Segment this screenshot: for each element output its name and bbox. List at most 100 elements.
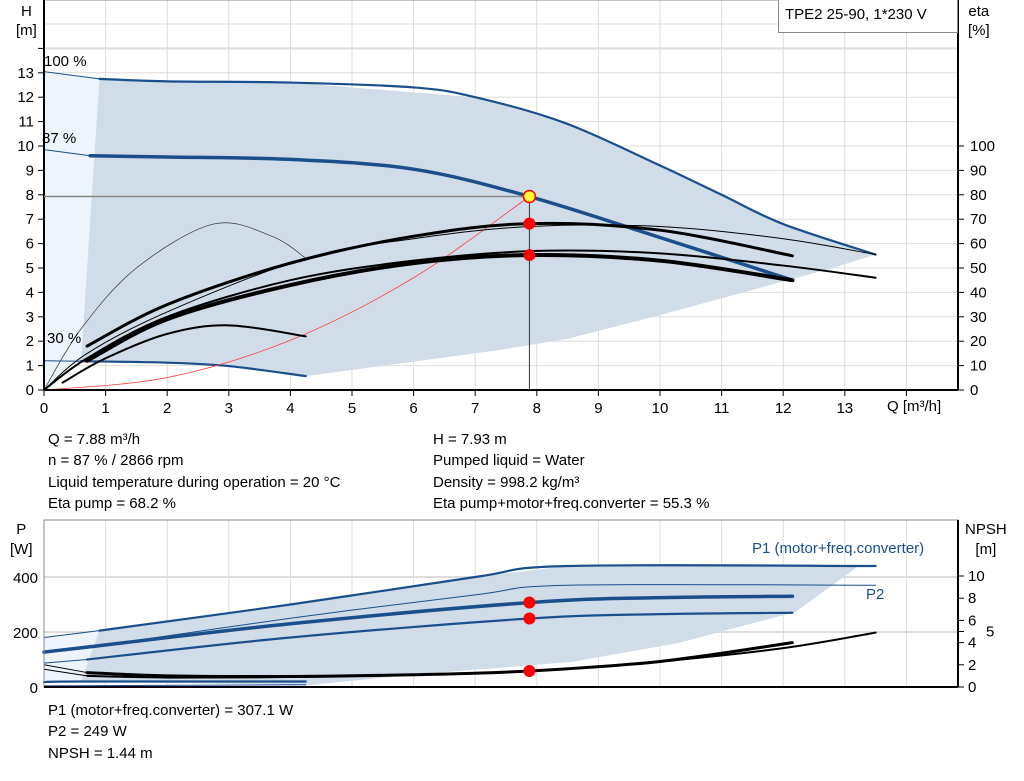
readout-p1: P1 (motor+freq.converter) = 307.1 W <box>48 702 294 719</box>
readout-p2: P2 = 249 W <box>48 723 127 740</box>
operating-range <box>44 71 876 686</box>
readout-temp: Liquid temperature during operation = 20… <box>48 474 341 491</box>
chart-title-box: TPE2 25-90, 1*230 V <box>778 0 958 33</box>
readout-eta-pump: Eta pump = 68.2 % <box>48 495 176 512</box>
series-1-1-p-curve <box>98 564 877 632</box>
q-tick-label: 13 <box>836 400 853 417</box>
series-1-4-p-curve <box>43 659 88 664</box>
series-1-7-p-curve <box>43 684 307 687</box>
q-tick-label: 0 <box>40 400 48 417</box>
series-1-3-p-curve <box>42 594 795 654</box>
h-tick-label: 6 <box>26 236 34 253</box>
eta-total-marker <box>523 249 536 262</box>
p-tick-label: 200 <box>13 625 38 642</box>
npsh-tick-label: 8 <box>968 590 976 607</box>
legend-p2: P2 <box>866 586 885 603</box>
q-tick-label: 8 <box>533 400 541 417</box>
readout-n: n = 87 % / 2866 rpm <box>48 452 184 469</box>
axis-label-npsh-unit: [m] <box>975 541 997 558</box>
readout-q: Q = 7.88 m³/h <box>48 431 141 448</box>
q-tick-label: 11 <box>714 400 730 417</box>
axis-label-h: H [m] <box>16 2 37 40</box>
series-0-8-eta-curve <box>43 224 877 391</box>
legend-p1: P1 (motor+freq.converter) <box>752 540 925 557</box>
operating-range-light <box>44 630 100 683</box>
eta-tick-label: 50 <box>970 260 987 277</box>
axis-label-p-unit: [W] <box>10 541 33 558</box>
eta-tick-label: 90 <box>970 162 987 179</box>
curves <box>42 71 877 687</box>
axis-label-eta: eta [%] <box>968 2 990 40</box>
h-tick-label: 0 <box>26 382 34 399</box>
h-tick-label: 7 <box>26 211 34 228</box>
eta-tick-label: 60 <box>970 236 987 253</box>
npsh-tick-label: 6 <box>968 612 976 629</box>
duty-point-marker <box>522 189 537 204</box>
eta-tick-label: 10 <box>970 358 987 375</box>
h-tick-label: 3 <box>26 309 34 326</box>
eta-tick-label: 80 <box>970 187 987 204</box>
npsh-marker <box>523 665 536 678</box>
eta-tick-label: 100 <box>970 138 995 155</box>
series-0-5-h-curve <box>79 360 307 378</box>
h-tick-label: 9 <box>26 162 34 179</box>
npsh-tick-label: 2 <box>968 657 976 674</box>
series-0-0-h-curve <box>43 71 100 80</box>
q-tick-label: 7 <box>471 400 479 417</box>
npsh-tick-label: 5 <box>986 624 994 641</box>
axis-label-h-name: H <box>21 3 32 20</box>
series-0-6-h-curve <box>43 196 530 391</box>
eta-tick-label: 40 <box>970 284 987 301</box>
readout-liquid: Pumped liquid = Water <box>433 452 585 469</box>
axis-label-p: P [W] <box>10 520 33 560</box>
readout-h: H = 7.93 m <box>433 431 507 448</box>
series-0-10-eta-curve <box>43 249 877 391</box>
axis-label-npsh-name: NPSH <box>965 521 1007 538</box>
npsh-tick-label: 0 <box>968 679 976 696</box>
operating-range-area <box>80 564 861 686</box>
series-1-0-p-curve <box>43 630 100 638</box>
series-0-1-h-curve <box>98 77 877 256</box>
speed-label-100: 100 % <box>44 53 87 70</box>
readout-npsh: NPSH = 1.44 m <box>48 745 153 762</box>
eta-pump-marker <box>523 217 536 230</box>
q-tick-label: 2 <box>163 400 171 417</box>
h-tick-label: 8 <box>26 187 34 204</box>
h-tick-label: 5 <box>26 260 34 277</box>
series-1-11-npsh-curve <box>86 631 877 679</box>
series-1-8-npsh-curve <box>43 664 88 674</box>
q-tick-label: 12 <box>775 400 792 417</box>
h-tick-label: 2 <box>26 333 34 350</box>
q-tick-label: 9 <box>594 400 602 417</box>
axis-label-eta-name: eta <box>968 3 990 20</box>
q-tick-label: 4 <box>286 400 294 417</box>
series-0-3-h-curve <box>88 154 795 282</box>
axis-label-npsh: NPSH [m] <box>965 520 1007 560</box>
q-tick-label: 6 <box>409 400 417 417</box>
series-0-7-eta-curve <box>43 222 307 391</box>
axis-label-eta-unit: [%] <box>968 22 990 39</box>
axis-label-h-unit: [m] <box>16 22 37 39</box>
series-0-2-h-curve <box>43 149 91 157</box>
q-tick-label: 3 <box>225 400 233 417</box>
h-tick-label: 13 <box>17 65 34 82</box>
p1-marker <box>523 596 536 609</box>
q-tick-label: 10 <box>652 400 669 417</box>
h-tick-label: 4 <box>26 284 34 301</box>
duty-point-markers <box>44 189 537 678</box>
speed-label-87: 87 % <box>42 130 77 147</box>
readout-eta-total: Eta pump+motor+freq.converter = 55.3 % <box>433 495 710 512</box>
p-tick-label: 400 <box>13 570 38 587</box>
q-tick-label: 1 <box>101 400 109 417</box>
eta-tick-label: 70 <box>970 211 987 228</box>
h-tick-label: 10 <box>17 138 34 155</box>
speed-label-30: 30 % <box>47 330 82 347</box>
npsh-tick-label: 4 <box>968 635 976 652</box>
axes: 0123456789101112130102030405060708090100… <box>13 0 995 697</box>
series-0-12-eta-curve <box>61 324 307 384</box>
axis-label-q: Q [m³/h] <box>887 398 942 415</box>
q-tick-label: 5 <box>348 400 356 417</box>
p2-marker <box>523 612 536 625</box>
eta-tick-label: 0 <box>970 382 978 399</box>
